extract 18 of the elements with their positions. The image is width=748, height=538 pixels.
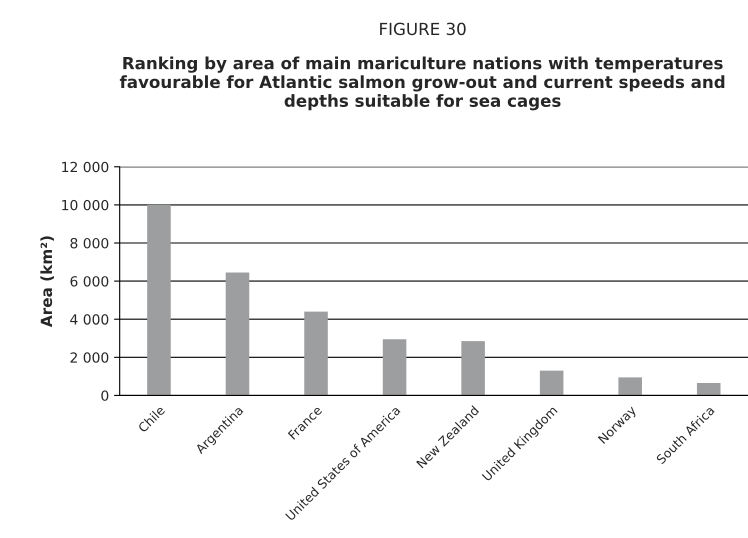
bar [461, 341, 485, 396]
bar [618, 377, 642, 396]
y-axis-title: Area (km²) [40, 236, 54, 328]
bar [696, 383, 721, 396]
bar [540, 370, 564, 396]
y-tick-label: 6 000 [70, 276, 108, 287]
y-tick-label: 4 000 [70, 314, 108, 325]
y-tick-label: 12 000 [62, 162, 108, 172]
bar [147, 204, 171, 396]
y-tick-label: 10 000 [62, 200, 108, 210]
y-tick-label: 2 000 [70, 352, 108, 363]
bar [226, 272, 250, 396]
chart-subtitle: Ranking by area of main mariculture nations with temperatures favourable for Atlantic salmon grow-out and current speeds and depths suitable for sea cages [120, 56, 724, 110]
y-tick-label: 8 000 [70, 238, 108, 248]
y-tick-label: 0 [101, 390, 108, 401]
bar [382, 339, 406, 396]
chart-title: FIGURE 30 [380, 22, 466, 36]
bar [304, 312, 328, 396]
